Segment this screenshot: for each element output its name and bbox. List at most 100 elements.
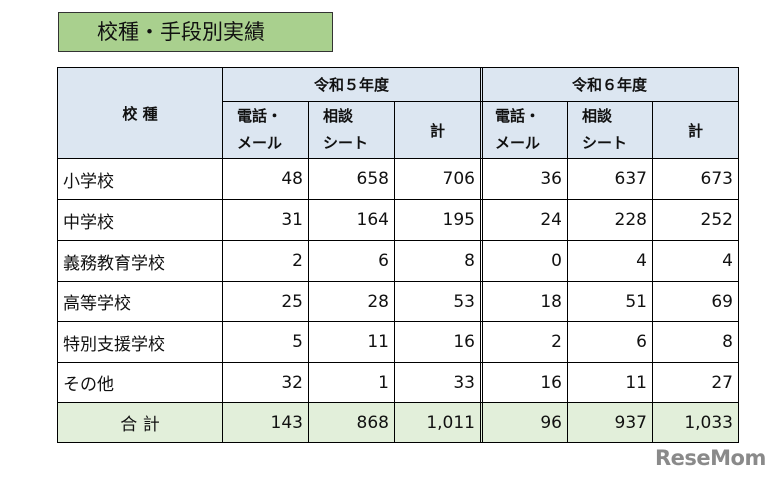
sub-header-line: 相談 <box>582 107 613 125</box>
sub-header-line: 電話・ <box>495 107 541 125</box>
sub-header: 相談 シート <box>567 101 653 159</box>
value: 195 <box>442 210 475 230</box>
group-header: 令和６年度 <box>480 67 739 102</box>
value: 96 <box>540 412 562 433</box>
value-cell: 6 <box>567 321 653 363</box>
value: 4 <box>636 251 647 271</box>
section-title: 校種・手段別実績 <box>58 12 333 52</box>
group-header: 令和５年度 <box>222 67 481 102</box>
value: 6 <box>636 332 647 352</box>
sub-header-line: 相談 <box>323 107 354 125</box>
value: 937 <box>614 412 647 433</box>
value-cell: 5 <box>222 321 309 363</box>
value: 0 <box>551 251 562 271</box>
value-cell: 8 <box>394 240 481 282</box>
value-cell: 33 <box>394 362 481 403</box>
value-cell: 2 <box>222 240 309 282</box>
value-cell: 25 <box>222 281 309 322</box>
value: 8 <box>722 332 733 352</box>
value-cell: 706 <box>394 158 481 200</box>
value-cell: 228 <box>567 199 653 241</box>
value-cell: 16 <box>394 321 481 363</box>
value-cell: 11 <box>567 362 653 403</box>
value: 2 <box>292 251 303 271</box>
value: 48 <box>281 169 303 189</box>
value: 8 <box>464 251 475 271</box>
value: 1 <box>378 372 389 393</box>
value: 32 <box>281 372 303 393</box>
value: 2 <box>551 332 562 352</box>
group-label: 令和５年度 <box>313 76 389 94</box>
value: 658 <box>356 169 389 189</box>
value: 11 <box>367 332 389 352</box>
row-label: 中学校 <box>63 212 114 233</box>
value: 16 <box>453 332 475 352</box>
row-label: その他 <box>63 375 114 395</box>
value: 27 <box>711 372 733 393</box>
value: 1,033 <box>684 412 733 433</box>
value: 53 <box>453 291 475 312</box>
value-cell: 1,033 <box>652 402 739 443</box>
value: 228 <box>614 210 647 230</box>
value-cell: 164 <box>308 199 395 241</box>
value-cell: 27 <box>652 362 739 403</box>
value-cell: 48 <box>222 158 309 200</box>
value-cell: 868 <box>308 402 395 443</box>
sub-header-line: メール <box>495 134 541 152</box>
row-label: 義務教育学校 <box>63 253 165 274</box>
value: 143 <box>270 412 303 433</box>
value-cell: 1 <box>308 362 395 403</box>
sub-header-line: 計 <box>687 121 703 140</box>
corner-label: 校 種 <box>122 104 158 123</box>
sub-header: 電話・ メール <box>222 101 309 159</box>
value-cell: 24 <box>480 199 568 241</box>
value-cell: 0 <box>480 240 568 282</box>
value-cell: 16 <box>480 362 568 403</box>
row-label-cell: その他 <box>57 362 223 403</box>
sub-header-line: 電話・ <box>237 107 283 125</box>
value: 69 <box>711 291 733 312</box>
row-label-cell: 合 計 <box>57 402 223 443</box>
value-cell: 637 <box>567 158 653 200</box>
value-cell: 937 <box>567 402 653 443</box>
value-cell: 31 <box>222 199 309 241</box>
corner-cell: 校 種 <box>57 67 223 159</box>
value: 637 <box>614 169 647 189</box>
value: 31 <box>281 210 303 230</box>
group-divider <box>482 67 483 443</box>
row-label-cell: 高等学校 <box>57 281 223 322</box>
value-cell: 11 <box>308 321 395 363</box>
sub-header: 電話・ メール <box>480 101 568 159</box>
value: 706 <box>442 169 475 189</box>
value: 252 <box>700 210 733 230</box>
sub-header: 計 <box>652 101 739 159</box>
row-label-cell: 小学校 <box>57 158 223 200</box>
value: 868 <box>356 412 389 433</box>
row-label: 高等学校 <box>63 294 131 314</box>
value: 164 <box>356 210 389 230</box>
value-cell: 32 <box>222 362 309 403</box>
row-label: 小学校 <box>63 171 114 192</box>
row-label-cell: 中学校 <box>57 199 223 241</box>
value-cell: 51 <box>567 281 653 322</box>
value-cell: 69 <box>652 281 739 322</box>
value-cell: 4 <box>652 240 739 282</box>
value: 673 <box>700 169 733 189</box>
row-label: 合 計 <box>120 415 160 435</box>
value-cell: 28 <box>308 281 395 322</box>
value: 16 <box>540 372 562 393</box>
value: 28 <box>367 291 389 312</box>
sub-header-line: 計 <box>429 121 445 140</box>
value: 5 <box>292 332 303 352</box>
value-cell: 2 <box>480 321 568 363</box>
value: 36 <box>540 169 562 189</box>
value-cell: 658 <box>308 158 395 200</box>
value: 11 <box>625 372 647 393</box>
row-label: 特別支援学校 <box>63 334 165 355</box>
value-cell: 252 <box>652 199 739 241</box>
value-cell: 4 <box>567 240 653 282</box>
value: 1,011 <box>426 412 475 433</box>
row-label-cell: 特別支援学校 <box>57 321 223 363</box>
value-cell: 673 <box>652 158 739 200</box>
